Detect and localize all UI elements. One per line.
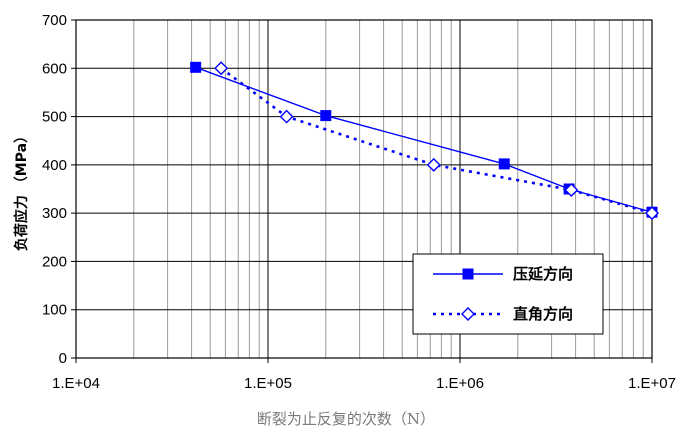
data-point-series-2 [279, 109, 294, 124]
major-gridlines [75, 19, 653, 359]
y-tick-label: 100 [42, 302, 67, 319]
y-axis-label: 负荷应力 （MPa） [13, 129, 30, 251]
data-point-series-1 [320, 110, 332, 122]
y-tick-label: 0 [59, 350, 67, 367]
series-layer [190, 61, 659, 221]
data-point-series-1 [190, 61, 202, 73]
legend-marker-series-2 [461, 307, 475, 321]
series-line-1 [195, 66, 653, 213]
legend-box [412, 253, 604, 335]
x-axis-label: 断裂为止反复的次数（N） [257, 410, 435, 428]
y-tick-labels: 0 100 200 300 400 500 600 700 [42, 12, 76, 367]
y-tick-label: 300 [42, 205, 67, 222]
y-tick-label: 600 [42, 60, 67, 77]
x-tick-labels: 1.E+04 1.E+05 1.E+06 1.E+07 [52, 358, 676, 392]
x-tick-label: 1.E+05 [244, 375, 292, 392]
data-point-series-2 [426, 157, 441, 172]
y-tick-label: 700 [42, 12, 67, 29]
x-tick-label: 1.E+04 [52, 375, 100, 392]
series-line-2 [220, 67, 653, 215]
y-tick-label: 500 [42, 109, 67, 126]
x-tick-label: 1.E+07 [628, 375, 676, 392]
x-tick-label: 1.E+06 [436, 375, 484, 392]
legend-label-series-2: 直角方向 [513, 305, 573, 323]
legend-marker-series-1 [462, 268, 474, 280]
plot-frame [75, 19, 653, 359]
y-tick-label: 400 [42, 157, 67, 174]
data-point-series-2 [214, 61, 229, 76]
data-point-series-2 [564, 182, 579, 197]
y-tick-label: 200 [42, 253, 67, 270]
data-point-series-2 [645, 206, 659, 221]
legend-label-series-1: 压延方向 [513, 265, 573, 283]
data-point-series-1 [498, 158, 510, 170]
legend: 压延方向 直角方向 [412, 253, 604, 335]
